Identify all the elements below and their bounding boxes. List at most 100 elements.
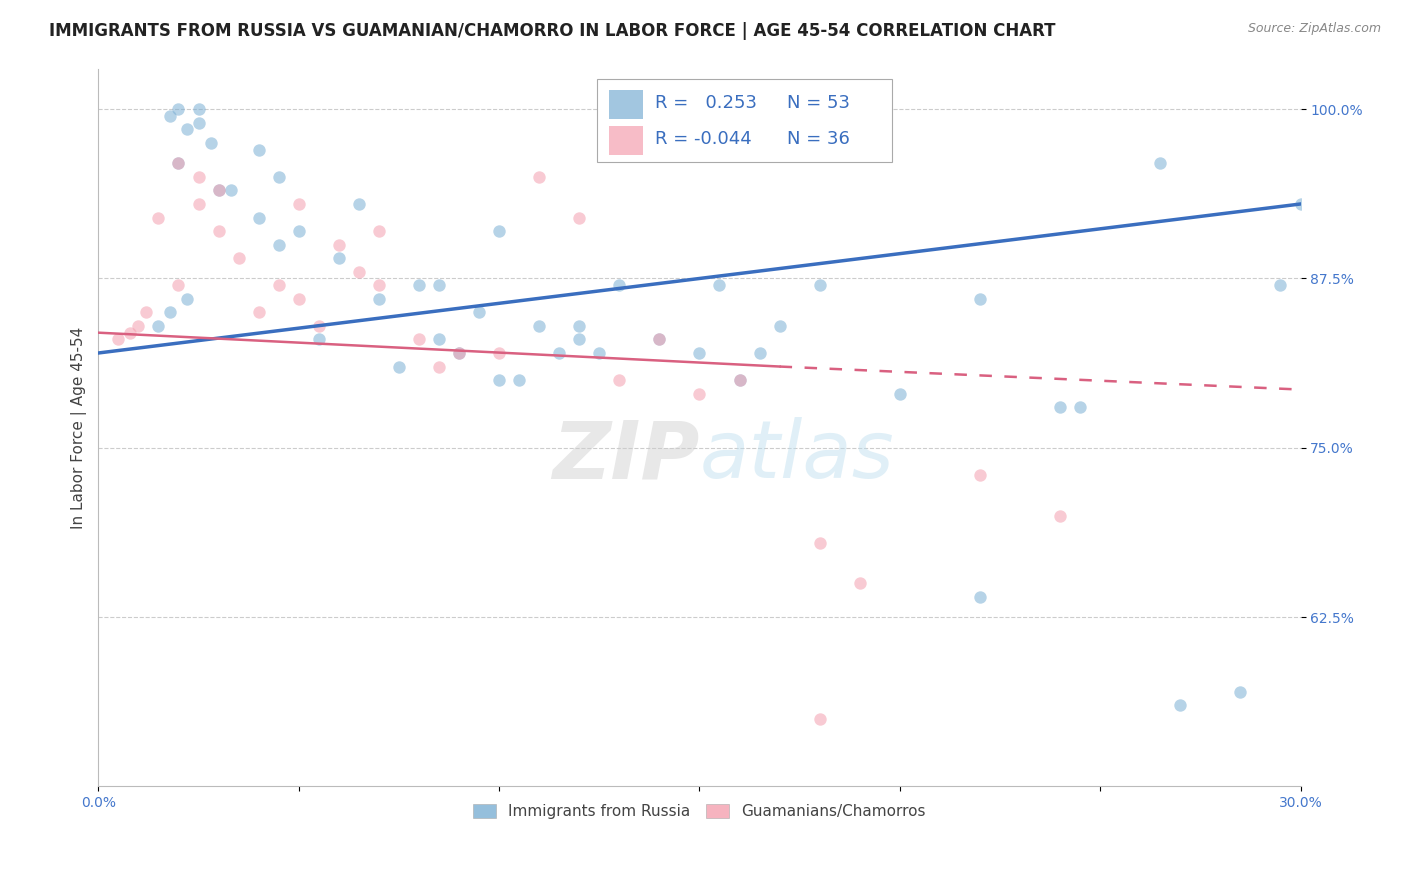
- Point: [447, 346, 470, 360]
- Text: R = -0.044: R = -0.044: [655, 130, 752, 148]
- Point: [768, 318, 790, 333]
- Point: [408, 278, 430, 293]
- Point: [688, 386, 710, 401]
- Point: [709, 278, 731, 293]
- Point: [267, 278, 290, 293]
- Point: [148, 318, 170, 333]
- Point: [808, 712, 831, 726]
- Point: [1149, 156, 1171, 170]
- Point: [159, 109, 181, 123]
- Point: [408, 333, 430, 347]
- Point: [588, 346, 610, 360]
- Point: [748, 346, 770, 360]
- Point: [367, 292, 389, 306]
- Point: [328, 251, 350, 265]
- Point: [607, 373, 630, 387]
- FancyBboxPatch shape: [609, 126, 643, 154]
- Text: N = 53: N = 53: [787, 94, 851, 112]
- Point: [468, 305, 491, 319]
- Point: [568, 318, 591, 333]
- Point: [127, 318, 149, 333]
- Point: [167, 156, 190, 170]
- Point: [308, 318, 330, 333]
- Point: [267, 169, 290, 184]
- Point: [607, 278, 630, 293]
- Point: [228, 251, 250, 265]
- Point: [808, 535, 831, 549]
- Point: [135, 305, 157, 319]
- Point: [1289, 197, 1312, 211]
- Point: [367, 224, 389, 238]
- Point: [148, 211, 170, 225]
- Point: [548, 346, 571, 360]
- Point: [427, 359, 450, 374]
- Point: [848, 576, 870, 591]
- Point: [527, 318, 550, 333]
- Point: [287, 197, 309, 211]
- Point: [889, 386, 911, 401]
- Point: [187, 116, 209, 130]
- Point: [508, 373, 530, 387]
- Y-axis label: In Labor Force | Age 45-54: In Labor Force | Age 45-54: [72, 326, 87, 529]
- Point: [167, 278, 190, 293]
- Point: [167, 102, 190, 116]
- Point: [648, 333, 671, 347]
- Point: [388, 359, 411, 374]
- Point: [568, 211, 591, 225]
- Point: [728, 373, 751, 387]
- Point: [347, 197, 370, 211]
- Point: [176, 292, 198, 306]
- Point: [728, 373, 751, 387]
- Point: [200, 136, 222, 150]
- Point: [219, 183, 242, 197]
- Point: [187, 102, 209, 116]
- Point: [488, 346, 510, 360]
- Text: ZIP: ZIP: [553, 417, 699, 495]
- Point: [969, 467, 991, 482]
- Point: [1049, 508, 1071, 523]
- Text: N = 36: N = 36: [787, 130, 851, 148]
- Point: [187, 197, 209, 211]
- Point: [247, 305, 270, 319]
- Point: [187, 169, 209, 184]
- Point: [1049, 400, 1071, 414]
- Point: [120, 326, 142, 340]
- Point: [176, 122, 198, 136]
- Point: [107, 333, 129, 347]
- Point: [969, 590, 991, 604]
- Point: [688, 346, 710, 360]
- Point: [1270, 278, 1292, 293]
- Point: [568, 333, 591, 347]
- Text: atlas: atlas: [699, 417, 894, 495]
- Point: [347, 265, 370, 279]
- Point: [427, 278, 450, 293]
- Point: [808, 278, 831, 293]
- Point: [488, 224, 510, 238]
- Point: [969, 292, 991, 306]
- Point: [167, 156, 190, 170]
- Point: [287, 224, 309, 238]
- Point: [207, 183, 229, 197]
- Point: [427, 333, 450, 347]
- Point: [287, 292, 309, 306]
- Text: IMMIGRANTS FROM RUSSIA VS GUAMANIAN/CHAMORRO IN LABOR FORCE | AGE 45-54 CORRELAT: IMMIGRANTS FROM RUSSIA VS GUAMANIAN/CHAM…: [49, 22, 1056, 40]
- Point: [1168, 698, 1191, 713]
- Point: [159, 305, 181, 319]
- Point: [527, 169, 550, 184]
- Text: Source: ZipAtlas.com: Source: ZipAtlas.com: [1247, 22, 1381, 36]
- Point: [367, 278, 389, 293]
- Point: [447, 346, 470, 360]
- Point: [648, 333, 671, 347]
- Point: [207, 183, 229, 197]
- Point: [207, 224, 229, 238]
- Point: [247, 143, 270, 157]
- Legend: Immigrants from Russia, Guamanians/Chamorros: Immigrants from Russia, Guamanians/Chamo…: [467, 798, 932, 825]
- Text: R =   0.253: R = 0.253: [655, 94, 756, 112]
- Point: [267, 237, 290, 252]
- Point: [247, 211, 270, 225]
- Point: [1229, 684, 1251, 698]
- Point: [1069, 400, 1091, 414]
- Point: [328, 237, 350, 252]
- Point: [308, 333, 330, 347]
- FancyBboxPatch shape: [609, 90, 643, 119]
